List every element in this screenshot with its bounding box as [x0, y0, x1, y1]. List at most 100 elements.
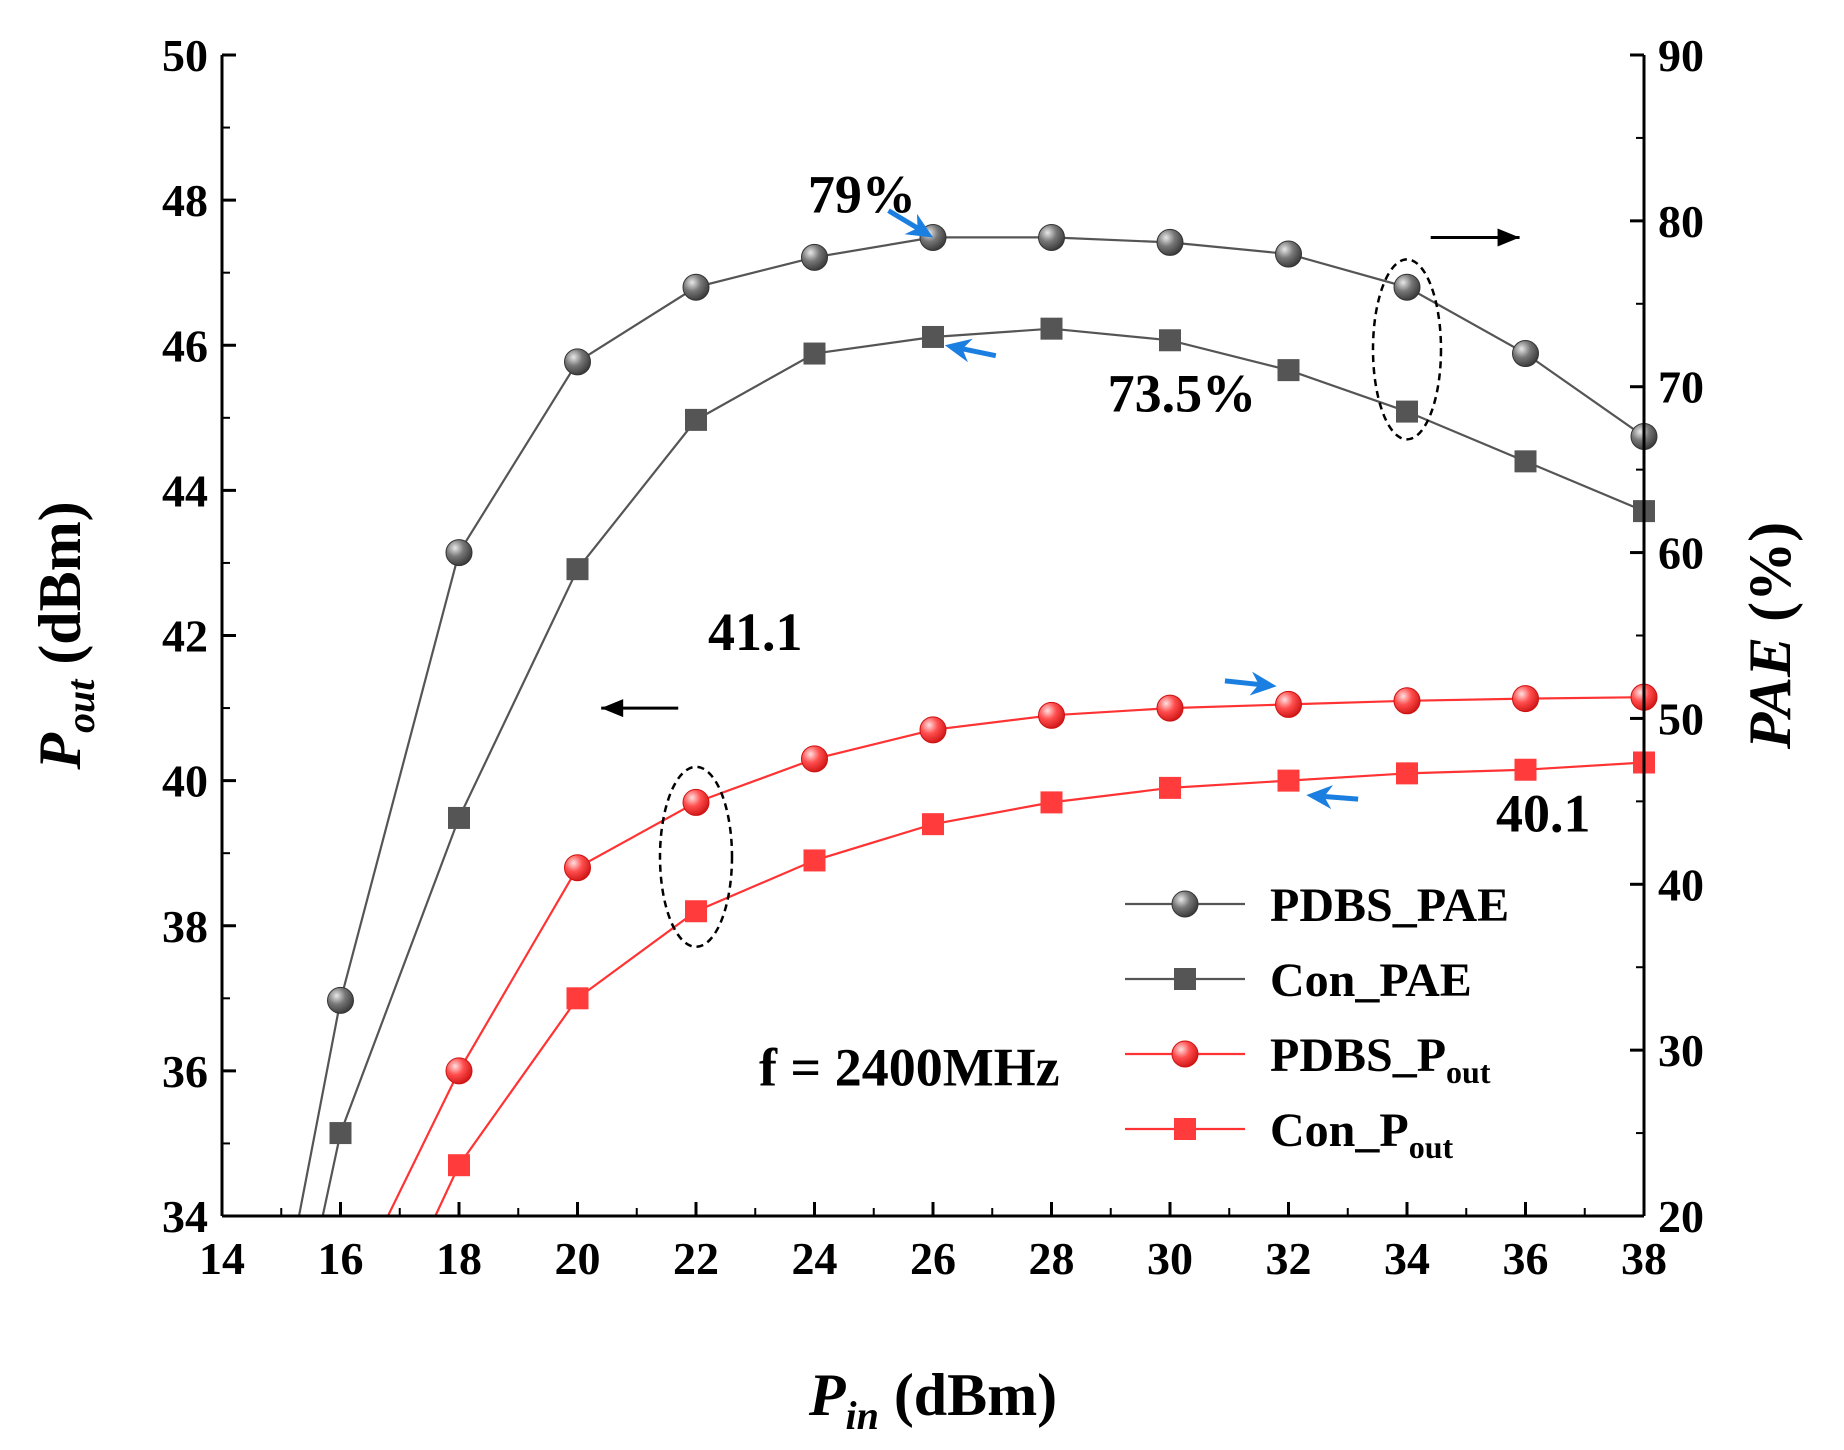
annotation-arrow	[961, 346, 997, 359]
legend-label-main: PDBS_PAE	[1270, 879, 1509, 932]
point-PDBS_Pout-24	[801, 745, 828, 773]
y-right-tick-label: 50	[1658, 693, 1704, 744]
legend-label-Con_PAE: Con_PAE	[1270, 954, 1472, 1007]
annotation-arrow-head	[1249, 671, 1277, 696]
point-PDBS_PAE-32	[1275, 240, 1302, 268]
y-right-tick-label: 80	[1658, 196, 1704, 247]
series-line-Con_Pout	[434, 761, 1644, 1216]
x-axis-title-unit: (dBm)	[879, 1362, 1057, 1428]
legend-label-sub: out	[1446, 1054, 1491, 1090]
x-axis-title-main: P	[808, 1362, 847, 1428]
point-PDBS_Pout-34	[1393, 687, 1421, 715]
y-left-tick-label: 34	[162, 1191, 208, 1242]
point-Con_Pout-28	[1040, 791, 1063, 814]
point-Con_PAE-36	[1514, 450, 1537, 473]
point-Con_Pout-30	[1159, 776, 1181, 799]
y-right-axis-title: PAE (%)	[1737, 522, 1803, 750]
y-left-tick-label: 40	[162, 756, 208, 807]
y-left-axis-title-unit: (dBm)	[27, 501, 93, 679]
annotation-label: 40.1	[1496, 783, 1591, 843]
point-PDBS_PAE-28	[1038, 223, 1065, 251]
point-PDBS_PAE-20	[564, 348, 591, 376]
point-PDBS_PAE-22	[682, 273, 710, 301]
x-tick-label: 26	[910, 1233, 956, 1284]
annotations-layer: 79%73.5%41.140.1f = 2400MHz	[601, 165, 1591, 1097]
y-right-tick-label: 20	[1658, 1191, 1704, 1242]
legend-label-main: Con_P	[1270, 1104, 1409, 1157]
x-tick-label: 28	[1029, 1233, 1075, 1284]
annotation-arrow	[1224, 678, 1260, 687]
x-tick-label: 36	[1503, 1233, 1549, 1284]
point-PDBS_Pout-18	[445, 1057, 473, 1085]
legend-marker-Con_Pout	[1174, 1118, 1196, 1140]
point-Con_Pout-34	[1396, 762, 1418, 785]
point-PDBS_Pout-36	[1512, 685, 1539, 713]
point-PDBS_PAE-34	[1393, 273, 1421, 301]
y-left-tick-label: 44	[162, 465, 208, 516]
x-tick-label: 32	[1266, 1233, 1312, 1284]
point-Con_PAE-32	[1277, 359, 1300, 382]
x-tick-label: 38	[1621, 1233, 1667, 1284]
x-tick-label: 20	[555, 1233, 601, 1284]
y-left-tick-label: 50	[162, 30, 208, 81]
group-ellipse-pout	[658, 765, 734, 949]
y-left-tick-label: 36	[162, 1046, 208, 1097]
point-PDBS_Pout-20	[564, 854, 591, 882]
x-tick-label: 14	[199, 1233, 245, 1284]
point-PDBS_Pout-26	[919, 716, 947, 744]
legend: PDBS_PAE Con_PAE PDBS_Pout Con_P out	[1125, 879, 1509, 1165]
point-Con_Pout-18	[448, 1154, 470, 1177]
x-tick-label: 30	[1147, 1233, 1193, 1284]
legend-marker-PDBS_Pout	[1171, 1040, 1199, 1068]
x-tick-label: 34	[1384, 1233, 1430, 1284]
arrow-left-axis-head	[601, 699, 624, 718]
y-left-axis-title-main: P	[27, 732, 93, 771]
y-right-tick-label: 30	[1658, 1025, 1704, 1076]
y-left-tick-label: 42	[162, 611, 208, 662]
annotation-label: f = 2400MHz	[759, 1037, 1060, 1097]
point-Con_Pout-24	[803, 849, 826, 872]
annotation-label: 41.1	[708, 602, 803, 662]
point-Con_PAE-22	[685, 408, 707, 431]
x-tick-label: 22	[673, 1233, 719, 1284]
legend-label-PDBS_Pout: PDBS_Pout	[1270, 1029, 1491, 1090]
x-axis-title-sub: in	[845, 1393, 878, 1438]
y-right-tick-label: 40	[1658, 859, 1704, 910]
point-Con_Pout-32	[1277, 769, 1300, 792]
point-Con_Pout-22	[685, 900, 707, 923]
x-axis-title: Pin (dBm)	[808, 1362, 1057, 1438]
legend-label-PDBS_PAE: PDBS_PAE	[1270, 879, 1509, 932]
point-Con_Pout-20	[566, 987, 589, 1010]
y-left-tick-label: 46	[162, 320, 208, 371]
point-PDBS_PAE-36	[1512, 340, 1539, 368]
y-right-tick-label: 60	[1658, 528, 1704, 579]
point-Con_Pout-26	[922, 813, 944, 836]
legend-marker-PDBS_PAE	[1171, 890, 1199, 918]
x-tick-label: 16	[318, 1233, 364, 1284]
annotation-label: 73.5%	[1108, 364, 1257, 424]
x-tick-label: 24	[792, 1233, 838, 1284]
point-PDBS_PAE-16	[327, 986, 354, 1014]
point-Con_PAE-28	[1040, 317, 1063, 340]
y-left-axis-title: Pout (dBm)	[27, 501, 103, 770]
annotation-arrow-head	[904, 213, 933, 238]
annotation-arrow	[887, 208, 919, 231]
point-PDBS_Pout-28	[1038, 701, 1065, 729]
axes-layer: 14 16 18 20 22 24 26 28 30 32 34 36 38 34 36 38 40 42 44 46…	[162, 30, 1704, 1284]
y-right-axis-title-unit: (%)	[1737, 522, 1803, 637]
point-PDBS_Pout-22	[682, 788, 710, 816]
legend-label-main: PDBS_P	[1270, 1029, 1446, 1082]
point-Con_PAE-30	[1159, 329, 1181, 352]
axis-titles: Pin (dBm)Pout (dBm)PAE (%)	[27, 501, 1803, 1438]
point-Con_PAE-34	[1396, 400, 1418, 423]
annotation-arrow	[1324, 794, 1359, 802]
point-PDBS_Pout-30	[1156, 694, 1184, 722]
point-PDBS_Pout-32	[1275, 690, 1302, 718]
group-ellipse-pae	[1371, 258, 1443, 441]
legend-label-main: Con_PAE	[1270, 954, 1472, 1007]
y-left-tick-label: 48	[162, 175, 208, 226]
point-PDBS_PAE-24	[801, 243, 828, 271]
point-Con_Pout-36	[1514, 758, 1537, 781]
point-Con_PAE-26	[922, 325, 944, 348]
